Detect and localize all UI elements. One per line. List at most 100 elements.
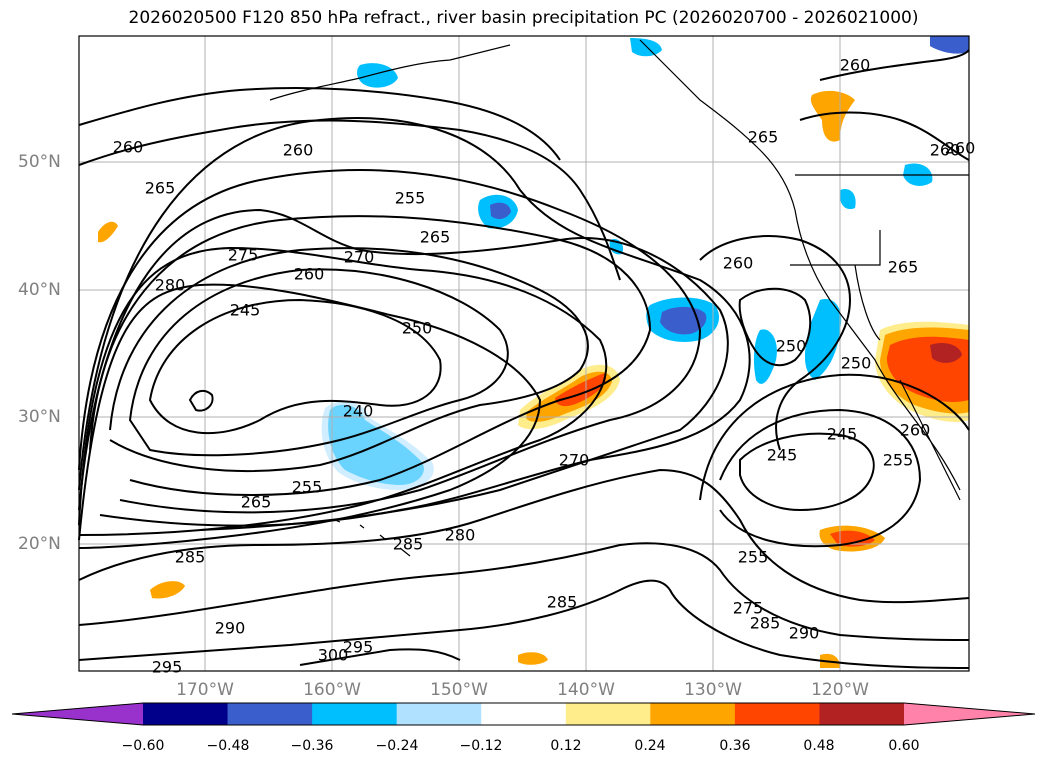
lat-label-20n: 20°N [18, 534, 61, 554]
blue-patch-coast [805, 299, 842, 380]
contour-label: 260 [293, 264, 325, 284]
contour-east-245 [739, 432, 875, 512]
contour-label: 250 [401, 318, 433, 338]
blue-patch-small2 [839, 188, 856, 210]
colorbar-segment [481, 703, 567, 725]
darkred-core-ca [930, 343, 962, 363]
contour-250 [109, 247, 589, 472]
contour-label: 255 [394, 188, 426, 208]
refractivity-contours [78, 49, 970, 669]
contour-label: 245 [766, 445, 798, 465]
colorbar-segment [819, 703, 905, 725]
contour-label: 260 [722, 253, 754, 273]
colorbar-tick-label: −0.48 [206, 738, 250, 754]
contour-label: 275 [732, 598, 764, 618]
contour-label: 290 [214, 618, 246, 638]
orange-patch-bc [810, 90, 855, 142]
colorbar-segment [565, 703, 651, 725]
lon-label-170w: 170°W [176, 680, 234, 700]
colorbar-segment [312, 703, 398, 725]
contour-285 [78, 468, 970, 604]
contour-label: 250 [840, 353, 872, 373]
orange-patch-bottom [518, 652, 548, 665]
lon-label-160w: 160°W [303, 680, 361, 700]
contour-label: 290 [788, 623, 820, 643]
contour-label: 250 [775, 336, 807, 356]
contour-label: 280 [444, 525, 476, 545]
lon-label-130w: 130°W [684, 680, 742, 700]
contour-300 [299, 648, 461, 666]
contour-label: 280 [154, 275, 186, 295]
colorbar-left-arrow [12, 703, 143, 725]
colorbar-tick-label: 0.24 [634, 738, 666, 754]
contour-label: 260 [929, 140, 961, 160]
contour-label: 245 [229, 300, 261, 320]
colorbar-tick-label: −0.60 [121, 738, 165, 754]
contour-label: 265 [144, 178, 176, 198]
colorbar-tick-label: 0.36 [719, 738, 751, 754]
contour-label: 300 [317, 645, 349, 665]
contour-label: 265 [419, 227, 451, 247]
contour-240 [148, 298, 442, 435]
contour-label: 270 [558, 450, 590, 470]
contour-label: 245 [826, 424, 858, 444]
deep-blue-core-north [490, 202, 511, 220]
lat-label-40n: 40°N [18, 280, 61, 300]
contour-label: 270 [343, 247, 375, 267]
contour-280 [78, 283, 542, 549]
contour-275 [78, 246, 608, 536]
contour-label: 260 [899, 420, 931, 440]
map-border [78, 35, 970, 672]
colorbar-segment [734, 703, 820, 725]
red-patch-mexico [830, 530, 875, 547]
contour-label: 285 [392, 534, 424, 554]
lon-label-140w: 140°W [557, 680, 615, 700]
colorbar-tick-label: 0.12 [550, 738, 582, 754]
blue-patch-topright [930, 36, 969, 54]
orange-patch-wpac [98, 221, 118, 243]
contour-label: 285 [546, 592, 578, 612]
colorbar-tick-label: 0.60 [888, 738, 920, 754]
contour-label: 265 [887, 257, 919, 277]
contour-label: 285 [749, 613, 781, 633]
contour-label: 295 [151, 657, 183, 677]
contour-nw-small [188, 389, 214, 412]
baja-coast [899, 379, 961, 501]
colorbar-tick-label: −0.24 [375, 738, 419, 754]
contour-290 [78, 542, 970, 641]
blue-patch-top [630, 38, 662, 57]
contour-label: 260 [282, 140, 314, 160]
contour-label: 275 [227, 245, 259, 265]
state-border-1 [790, 230, 881, 266]
map-title: 2026020500 F120 850 hPa refract., river … [128, 8, 919, 28]
contour-east-outer [699, 373, 970, 501]
contour-label: 240 [342, 401, 374, 421]
contour-ne-265 [799, 111, 970, 161]
contour-label: 295 [342, 637, 374, 657]
contour-label: 260 [944, 138, 976, 158]
lon-label-120w: 120°W [811, 680, 869, 700]
contour-label: 265 [240, 492, 272, 512]
colorbar-tick-label: −0.36 [290, 738, 334, 754]
blue-patch-alaska [357, 63, 398, 88]
colorbar [11, 702, 1036, 726]
contour-label: 255 [882, 450, 914, 470]
colorbar-segment [227, 703, 313, 725]
colorbar-segment [143, 703, 229, 725]
contour-ne-260 [819, 49, 970, 81]
contour-east-255 [719, 408, 922, 548]
lat-label-50n: 50°N [18, 152, 61, 172]
lat-label-30n: 30°N [18, 407, 61, 427]
contour-east-260 [699, 235, 852, 451]
contour-295 [78, 579, 970, 669]
bc-coast [639, 39, 796, 211]
colorbar-segment [650, 703, 736, 725]
blue-patch-small3 [753, 329, 777, 384]
contour-label: 260 [112, 137, 144, 157]
contour-label: 285 [174, 547, 206, 567]
contour-label: 255 [737, 547, 769, 567]
hawaii-islands [334, 519, 411, 557]
gridlines [79, 36, 969, 671]
colorbar-outline [11, 702, 1036, 726]
